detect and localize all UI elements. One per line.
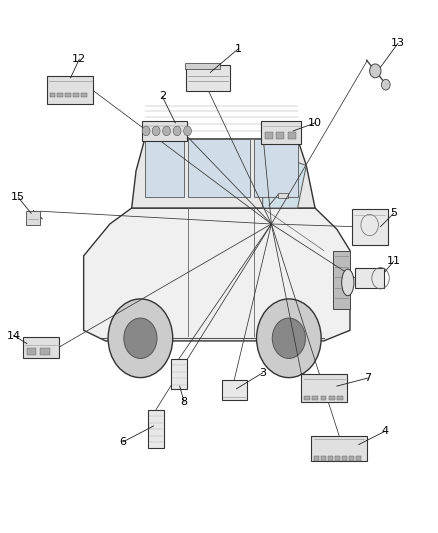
Text: 3: 3	[259, 368, 266, 378]
Text: 8: 8	[180, 397, 187, 407]
Polygon shape	[332, 251, 350, 309]
Bar	[222, 379, 247, 400]
Circle shape	[272, 318, 305, 359]
Bar	[278, 193, 288, 198]
Bar	[288, 132, 296, 139]
Circle shape	[381, 79, 390, 90]
Bar	[26, 211, 40, 225]
Bar	[27, 348, 36, 355]
Text: 4: 4	[381, 426, 389, 437]
Circle shape	[108, 299, 173, 377]
Text: 6: 6	[120, 437, 127, 447]
Text: 12: 12	[72, 54, 86, 64]
Text: 7: 7	[364, 373, 371, 383]
Polygon shape	[263, 150, 306, 208]
Text: 5: 5	[390, 208, 397, 219]
Text: 11: 11	[387, 256, 401, 266]
Bar	[148, 409, 164, 448]
Bar	[304, 395, 310, 400]
Bar	[356, 456, 361, 461]
Bar	[352, 208, 388, 245]
Bar	[321, 456, 326, 461]
Bar	[349, 456, 354, 461]
Bar	[265, 132, 273, 139]
Bar	[328, 456, 333, 461]
Bar	[23, 337, 59, 358]
Bar	[261, 122, 301, 144]
Ellipse shape	[342, 269, 354, 296]
Polygon shape	[254, 139, 297, 197]
Bar	[170, 359, 187, 389]
Bar	[314, 456, 319, 461]
Bar	[141, 121, 187, 141]
Circle shape	[142, 126, 150, 136]
Bar	[81, 93, 87, 98]
Text: 1: 1	[235, 44, 242, 53]
Bar	[311, 435, 367, 461]
Bar	[65, 93, 71, 98]
Circle shape	[370, 64, 381, 78]
Polygon shape	[145, 139, 184, 197]
Bar	[312, 395, 318, 400]
Bar	[47, 76, 92, 104]
Bar	[355, 268, 385, 288]
Bar	[73, 93, 79, 98]
Text: 13: 13	[391, 38, 405, 48]
Circle shape	[162, 126, 170, 136]
Bar	[49, 93, 55, 98]
Bar	[185, 63, 220, 69]
Bar	[301, 374, 347, 401]
Polygon shape	[188, 139, 250, 197]
Text: 15: 15	[11, 192, 25, 203]
Bar	[337, 395, 343, 400]
Polygon shape	[84, 208, 350, 341]
Bar	[276, 132, 285, 139]
Bar	[329, 395, 335, 400]
Circle shape	[173, 126, 181, 136]
Circle shape	[152, 126, 160, 136]
Circle shape	[124, 318, 157, 359]
Bar	[40, 348, 49, 355]
Bar	[186, 65, 230, 91]
Bar	[342, 456, 347, 461]
Circle shape	[257, 299, 321, 377]
Polygon shape	[132, 139, 315, 208]
Text: 14: 14	[7, 330, 21, 341]
Text: 2: 2	[159, 91, 166, 101]
Text: 10: 10	[308, 118, 322, 128]
Bar	[321, 395, 326, 400]
Circle shape	[184, 126, 191, 136]
Bar	[335, 456, 340, 461]
Bar	[57, 93, 63, 98]
